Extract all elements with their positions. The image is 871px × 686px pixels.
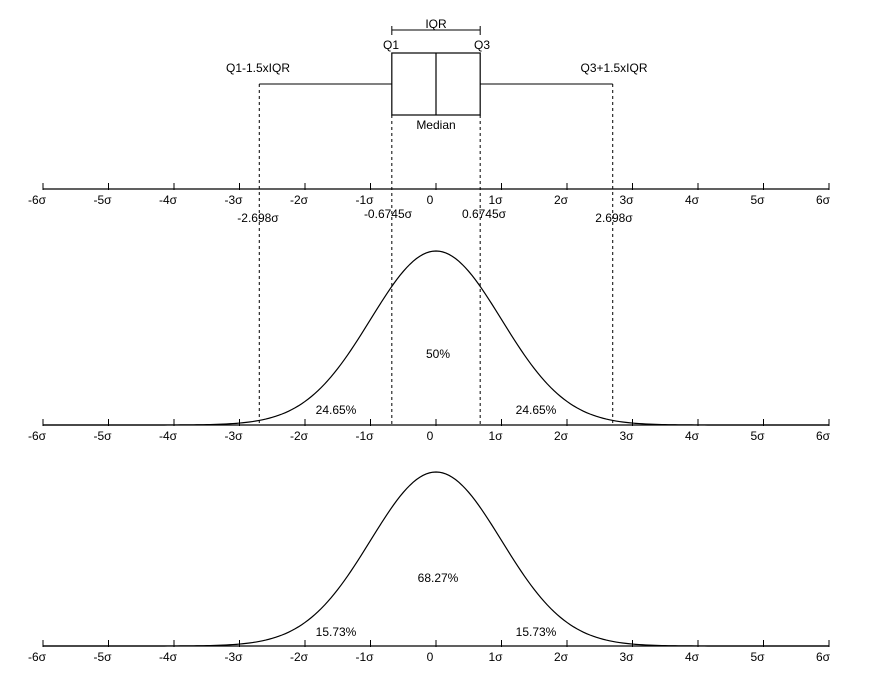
curve1-right-pct: 24.65% xyxy=(516,403,557,417)
axis-middle-tick-label: -1σ xyxy=(355,429,374,443)
curve2-right-pct: 15.73% xyxy=(516,625,557,639)
normal-curve-line xyxy=(43,471,829,647)
axis-top-tick-label: -1σ xyxy=(355,193,374,207)
axis-middle-tick-label: 6σ xyxy=(816,429,831,443)
axis-bottom-tick-label: -1σ xyxy=(355,650,374,664)
axis-middle-tick-label: 0 xyxy=(427,429,434,443)
axis-bottom-tick-label: 5σ xyxy=(750,650,765,664)
boxplot xyxy=(259,26,613,116)
median-label: Median xyxy=(416,118,455,132)
axis-middle-tick-label: -2σ xyxy=(290,429,309,443)
normal-curve-sigma xyxy=(43,471,829,647)
axis-middle-tick-label: 4σ xyxy=(685,429,700,443)
axis-bottom-tick-label: -2σ xyxy=(290,650,309,664)
iqr-label: IQR xyxy=(425,17,447,31)
axis-middle-tick-label: -6σ xyxy=(28,429,47,443)
upper-whisker-value: 2.698σ xyxy=(595,211,633,225)
curve1-center-pct: 50% xyxy=(426,347,450,361)
quartile-guide-lines xyxy=(258,84,614,425)
normal-curve-line xyxy=(43,250,829,426)
axis-bottom-tick-label: 6σ xyxy=(816,650,831,664)
axis-top-tick-label: 0 xyxy=(427,193,434,207)
axis-top-tick-label: -5σ xyxy=(93,193,112,207)
axis-middle-tick-label: 5σ xyxy=(750,429,765,443)
axis-bottom-tick-label: 4σ xyxy=(685,650,700,664)
axis-top-tick-label: 2σ xyxy=(554,193,569,207)
lower-whisker-label: Q1-1.5xIQR xyxy=(226,61,290,75)
axis-top-tick-label: 6σ xyxy=(816,193,831,207)
sigma-axis-bottom: -6σ -5σ -4σ -3σ -2σ -1σ 0 1σ 2σ 3σ 4σ 5σ 6σ xyxy=(28,640,831,664)
sigma-axis-middle: -6σ -5σ -4σ -3σ -2σ -1σ 0 1σ 2σ 3σ 4σ 5σ 6σ xyxy=(28,419,831,443)
axis-bottom-tick-label: -6σ xyxy=(28,650,47,664)
axis-middle-tick-label: 1σ xyxy=(488,429,503,443)
axis-bottom-tick-label: -3σ xyxy=(224,650,243,664)
axis-top-tick-label: 3σ xyxy=(619,193,634,207)
axis-middle-tick-label: -5σ xyxy=(93,429,112,443)
axis-bottom-tick-label: -5σ xyxy=(93,650,112,664)
lower-whisker-value: -2.698σ xyxy=(237,211,279,225)
axis-top-tick-label: -2σ xyxy=(290,193,309,207)
axis-top-tick-label: -4σ xyxy=(159,193,178,207)
upper-whisker-label: Q3+1.5xIQR xyxy=(580,61,647,75)
q1-label: Q1 xyxy=(383,38,399,52)
curve1-left-pct: 24.65% xyxy=(316,403,357,417)
axis-middle-tick-label: -4σ xyxy=(159,429,178,443)
axis-top-tick-label: 5σ xyxy=(750,193,765,207)
axis-top-tick-label: -6σ xyxy=(28,193,47,207)
axis-middle-tick-label: 2σ xyxy=(554,429,569,443)
axis-top-tick-label: 1σ xyxy=(488,193,503,207)
curve2-left-pct: 15.73% xyxy=(316,625,357,639)
q3-label: Q3 xyxy=(474,38,490,52)
normal-curve-iqr xyxy=(43,250,829,426)
axis-bottom-tick-label: 3σ xyxy=(619,650,634,664)
axis-top-tick-label: -3σ xyxy=(224,193,243,207)
axis-bottom-tick-label: 1σ xyxy=(488,650,503,664)
axis-middle-tick-label: 3σ xyxy=(619,429,634,443)
curve2-center-pct: 68.27% xyxy=(418,571,459,585)
axis-middle-tick-label: -3σ xyxy=(224,429,243,443)
axis-top-tick-label: 4σ xyxy=(685,193,700,207)
axis-bottom-tick-label: 0 xyxy=(427,650,434,664)
q3-value: 0.6745σ xyxy=(462,207,507,221)
axis-bottom-tick-label: 2σ xyxy=(554,650,569,664)
sigma-axis-top: -6σ -5σ -4σ -3σ -2σ -1σ 0 1σ 2σ 3σ 4σ 5σ 6σ xyxy=(28,183,831,207)
axis-bottom-tick-label: -4σ xyxy=(159,650,178,664)
q1-value: -0.6745σ xyxy=(364,207,413,221)
